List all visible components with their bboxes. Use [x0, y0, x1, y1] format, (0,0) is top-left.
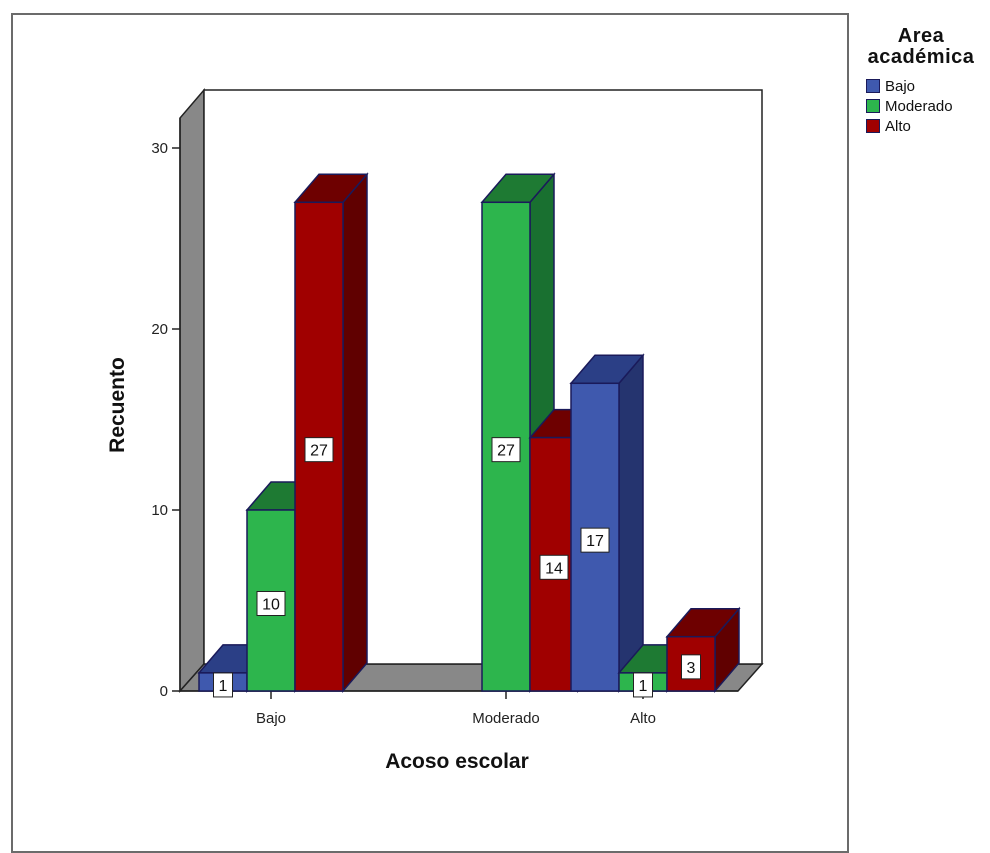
y-axis: 0 10 20 30: [151, 118, 181, 700]
x-tick-label: Bajo: [256, 710, 286, 727]
legend-label: Moderado: [885, 97, 953, 115]
data-label-text: 27: [497, 443, 515, 460]
legend-title-line-2: académica: [867, 46, 975, 68]
legend-swatch: [866, 119, 880, 133]
bar-side: [618, 353, 644, 694]
x-tick-label: Alto: [630, 710, 656, 727]
data-label-box: [491, 437, 521, 463]
data-label: 1: [213, 672, 233, 698]
data-label: 1: [633, 672, 653, 698]
legend-item: Bajo: [866, 76, 986, 96]
data-label: 10: [256, 591, 286, 616]
legend-swatch: [866, 79, 880, 93]
data-label-box: [633, 672, 653, 698]
data-label-text: 17: [586, 533, 604, 550]
data-labels-group: 1 10 27 27 14 17 1 3: [213, 437, 701, 698]
bar-side: [342, 172, 368, 694]
y-axis-title: Recuento: [106, 357, 129, 453]
data-label: 27: [304, 437, 334, 463]
data-label-text: 1: [639, 678, 648, 695]
bar: [293, 172, 369, 694]
data-label-text: 14: [545, 560, 563, 577]
legend: Area académica Bajo Moderado Alto: [856, 26, 986, 136]
y-tick-label: 30: [151, 140, 168, 157]
data-label: 14: [539, 554, 569, 580]
y-tick-label: 10: [151, 502, 168, 519]
legend-items: Bajo Moderado Alto: [856, 76, 986, 136]
data-label: 3: [681, 654, 701, 680]
legend-label: Bajo: [885, 77, 916, 95]
data-label-text: 27: [310, 443, 328, 460]
data-label-box: [539, 554, 569, 580]
y-tick-label: 0: [160, 683, 168, 700]
legend-item: Alto: [866, 116, 986, 136]
data-label-text: 1: [219, 678, 228, 695]
data-label-box: [213, 672, 233, 698]
legend-item: Moderado: [866, 96, 986, 116]
y-tick-label: 20: [151, 321, 168, 338]
legend-title: Area académica: [856, 26, 986, 68]
legend-swatch: [866, 99, 880, 113]
data-label-box: [681, 654, 701, 680]
data-label-box: [304, 437, 334, 463]
bar: [665, 606, 741, 694]
data-label-box: [256, 591, 286, 616]
data-label-box: [580, 527, 610, 553]
data-label: 17: [580, 527, 610, 553]
x-axis: Bajo Moderado Alto: [180, 690, 738, 727]
bar: [569, 353, 645, 694]
legend-label: Alto: [885, 117, 911, 135]
data-label: 27: [491, 437, 521, 463]
x-tick-label: Moderado: [472, 710, 540, 727]
legend-title-line-1: Area: [897, 25, 945, 47]
left-wall: [179, 87, 205, 693]
data-label-text: 3: [687, 660, 696, 677]
x-axis-title: Acoso escolar: [385, 750, 529, 773]
data-label-text: 10: [262, 597, 280, 614]
